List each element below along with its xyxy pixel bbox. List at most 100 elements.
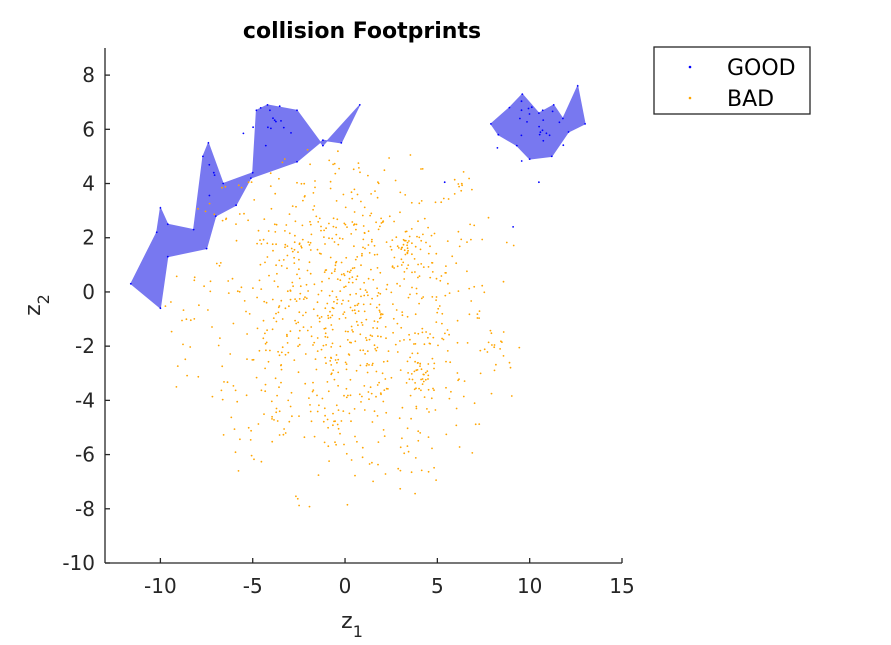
bad-point (282, 259, 285, 261)
bad-point (304, 353, 307, 355)
bad-point (324, 414, 326, 417)
bad-point (455, 424, 458, 427)
bad-point (411, 242, 413, 245)
bad-point (234, 451, 237, 454)
bad-point (288, 305, 290, 308)
good-point (496, 147, 499, 149)
good-point (562, 144, 565, 147)
bad-point (309, 223, 312, 226)
bad-point (306, 269, 309, 272)
bad-point (414, 343, 417, 345)
bad-point (373, 344, 376, 347)
bad-point (330, 356, 332, 359)
bad-point (340, 273, 343, 276)
bad-point (278, 259, 281, 262)
bad-point (422, 233, 424, 236)
bad-point (351, 309, 354, 312)
bad-point (447, 282, 449, 285)
bad-point (476, 313, 479, 315)
bad-point (308, 244, 311, 246)
bad-point (293, 248, 296, 251)
bad-point (310, 326, 313, 328)
bad-point (307, 290, 309, 292)
bad-point (249, 439, 252, 441)
bad-point (277, 285, 279, 288)
bad-point (369, 303, 372, 305)
good-point (213, 174, 216, 177)
bad-point (350, 191, 353, 194)
bad-point (479, 349, 482, 352)
bad-point (237, 184, 240, 187)
bad-point (284, 307, 287, 310)
bad-point (310, 233, 313, 236)
bad-point (358, 167, 360, 169)
bad-point (336, 218, 339, 221)
bad-point (444, 294, 447, 297)
bad-point (334, 441, 336, 444)
bad-point (413, 388, 416, 391)
bad-point (297, 337, 300, 339)
bad-point (363, 281, 365, 284)
bad-point (342, 273, 345, 275)
bad-point (379, 292, 382, 295)
bad-point (460, 189, 463, 192)
bad-point (363, 232, 366, 235)
bad-point (283, 428, 285, 430)
bad-point (317, 474, 320, 476)
bad-point (193, 279, 196, 282)
bad-point (269, 349, 271, 352)
bad-point (275, 223, 278, 226)
legend-box (653, 46, 811, 115)
bad-point (343, 286, 345, 289)
bad-point (403, 271, 406, 273)
bad-point (337, 243, 340, 246)
chart-title: collision Footprints (243, 19, 481, 44)
bad-point (347, 353, 350, 355)
bad-point (417, 263, 419, 266)
bad-point (360, 264, 362, 267)
bad-point (281, 318, 284, 320)
bad-point (397, 467, 400, 470)
bad-point (404, 253, 407, 256)
bad-point (406, 241, 409, 244)
bad-point (268, 274, 270, 277)
bad-point (409, 154, 412, 156)
bad-point (360, 401, 362, 403)
bad-point (267, 230, 270, 232)
good-point (558, 121, 561, 124)
bad-point (400, 246, 403, 249)
bad-point (280, 351, 283, 354)
x-axis-label: z1 (341, 609, 363, 641)
bad-point (346, 339, 349, 341)
bad-point (433, 232, 436, 235)
bad-point (281, 161, 284, 164)
bad-point (333, 300, 335, 303)
bad-point (491, 344, 493, 346)
bad-point (406, 267, 408, 270)
y-tick-label: -6 (75, 443, 95, 467)
bad-point (239, 438, 241, 441)
bad-point (334, 261, 337, 264)
bad-point (481, 238, 484, 241)
bad-point (381, 372, 384, 375)
bad-point (331, 290, 334, 293)
bad-point (331, 342, 334, 345)
legend: GOOD BAD (653, 46, 811, 115)
bad-point (327, 314, 329, 317)
y-tick-label: 8 (82, 63, 95, 87)
bad-point (257, 229, 260, 232)
bad-point (229, 353, 232, 355)
bad-point (399, 191, 402, 194)
bad-point (499, 348, 501, 350)
bad-point (325, 362, 327, 365)
bad-point (448, 292, 451, 294)
bad-point (215, 262, 218, 265)
bad-point (336, 278, 339, 280)
bad-point (354, 340, 357, 343)
good-point (567, 131, 570, 133)
bad-point (376, 415, 379, 417)
bad-point (259, 239, 261, 242)
bad-point (341, 238, 344, 240)
bad-point (226, 381, 229, 384)
bad-point (253, 458, 255, 461)
